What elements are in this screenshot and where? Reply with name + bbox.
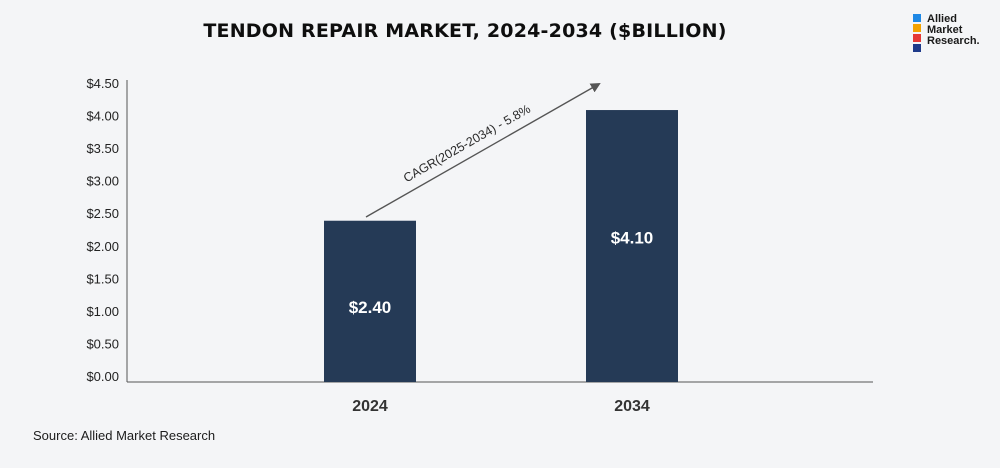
y-tick-label: $2.50 xyxy=(86,206,119,221)
data-label-2034: $4.10 xyxy=(611,229,654,248)
logo-square-blue xyxy=(913,14,921,22)
logo-square-orange xyxy=(913,24,921,32)
logo-line-3: Research. xyxy=(927,35,980,47)
cagr-arrow xyxy=(365,83,601,218)
logo-square-navy xyxy=(913,44,921,52)
y-tick-label: $0.00 xyxy=(86,369,119,384)
y-tick-label: $0.50 xyxy=(86,336,119,351)
y-tick-label: $1.50 xyxy=(86,271,119,286)
x-tick-label-2024: 2024 xyxy=(352,398,388,415)
bar-2034 xyxy=(586,110,678,383)
y-tick-label: $3.00 xyxy=(86,174,119,189)
y-tick-label: $3.50 xyxy=(86,141,119,156)
logo-square-red xyxy=(913,34,921,42)
source-note: Source: Allied Market Research xyxy=(33,428,216,443)
y-tick-label: $1.00 xyxy=(86,304,119,319)
x-tick-label-2034: 2034 xyxy=(614,398,650,415)
logo-line-1: Allied xyxy=(927,13,957,25)
allied-market-research-logo: Allied Market Research. xyxy=(913,10,993,52)
bar-2024 xyxy=(324,220,416,382)
y-tick-label: $4.00 xyxy=(86,109,119,124)
chart-title: TENDON REPAIR MARKET, 2024-2034 ($BILLIO… xyxy=(203,20,727,42)
logo-line-2: Market xyxy=(927,24,963,36)
cagr-annotation: CAGR(2025-2034) - 5.8% xyxy=(401,102,533,185)
y-tick-label: $4.50 xyxy=(86,76,119,91)
data-label-2024: $2.40 xyxy=(349,298,392,317)
y-tick-label: $2.00 xyxy=(86,239,119,254)
